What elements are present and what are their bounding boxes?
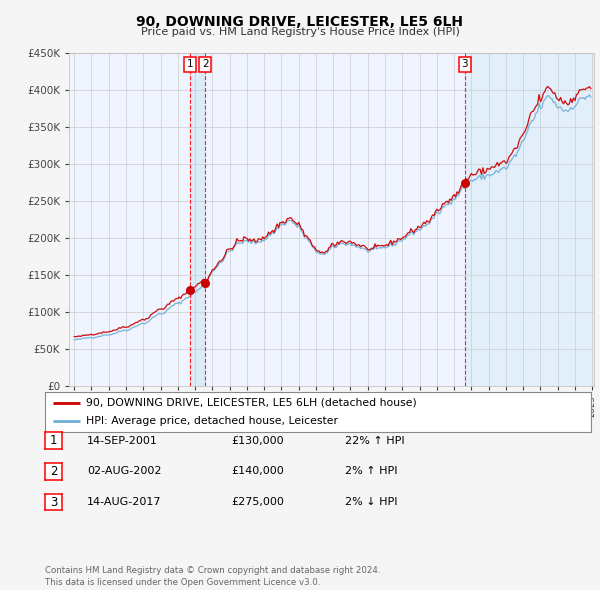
Bar — [465, 53, 596, 386]
Text: 22% ↑ HPI: 22% ↑ HPI — [345, 436, 404, 445]
Text: 14-AUG-2017: 14-AUG-2017 — [87, 497, 161, 507]
Text: 3: 3 — [461, 59, 468, 69]
Text: 1: 1 — [50, 434, 57, 447]
Text: HPI: Average price, detached house, Leicester: HPI: Average price, detached house, Leic… — [86, 416, 338, 426]
Text: 2% ↓ HPI: 2% ↓ HPI — [345, 497, 398, 507]
Text: 1: 1 — [187, 59, 193, 69]
Text: 02-AUG-2002: 02-AUG-2002 — [87, 467, 161, 476]
Text: 2% ↑ HPI: 2% ↑ HPI — [345, 467, 398, 476]
Bar — [190, 53, 205, 386]
Text: £130,000: £130,000 — [231, 436, 284, 445]
Text: 90, DOWNING DRIVE, LEICESTER, LE5 6LH: 90, DOWNING DRIVE, LEICESTER, LE5 6LH — [137, 15, 464, 30]
Text: 3: 3 — [50, 496, 57, 509]
Text: Contains HM Land Registry data © Crown copyright and database right 2024.
This d: Contains HM Land Registry data © Crown c… — [45, 566, 380, 587]
Text: Price paid vs. HM Land Registry's House Price Index (HPI): Price paid vs. HM Land Registry's House … — [140, 27, 460, 37]
Text: 90, DOWNING DRIVE, LEICESTER, LE5 6LH (detached house): 90, DOWNING DRIVE, LEICESTER, LE5 6LH (d… — [86, 398, 416, 408]
Text: 14-SEP-2001: 14-SEP-2001 — [87, 436, 158, 445]
Text: £140,000: £140,000 — [231, 467, 284, 476]
Text: 2: 2 — [50, 465, 57, 478]
Text: £275,000: £275,000 — [231, 497, 284, 507]
Text: 2: 2 — [202, 59, 208, 69]
